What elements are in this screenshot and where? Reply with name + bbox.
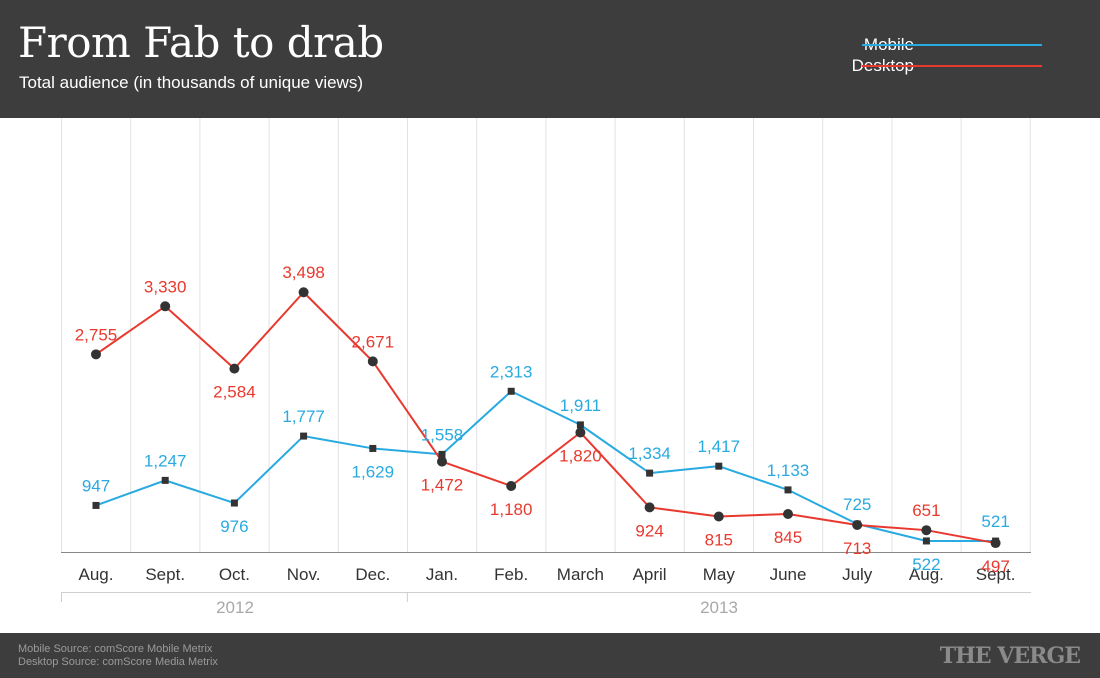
brand-logo: THE VERGE [939, 643, 1081, 669]
data-label-mobile: 1,629 [352, 462, 395, 481]
x-tick-label: June [770, 565, 807, 584]
x-tick-label: Feb. [494, 565, 528, 584]
x-tick-label: Jan. [426, 565, 458, 584]
chart-footer: Mobile Source: comScore Mobile Metrix De… [0, 633, 1100, 678]
x-tick-label: May [703, 565, 736, 584]
data-label-mobile: 1,247 [144, 451, 187, 470]
data-label-mobile: 2,313 [490, 362, 533, 381]
data-label-desktop: 845 [774, 528, 802, 547]
grid-layer [61, 118, 1031, 552]
data-point-mobile [161, 476, 169, 484]
legend-desktop: Desktop [0, 56, 1100, 76]
data-label-desktop: 2,755 [75, 325, 118, 344]
data-label-mobile: 1,133 [767, 461, 810, 480]
data-label-mobile: 976 [220, 517, 248, 536]
data-point-desktop [783, 508, 793, 519]
x-tick-label: April [633, 565, 667, 584]
data-label-mobile: 1,334 [628, 444, 671, 463]
legend-mobile: Mobile [0, 35, 1100, 55]
x-tick-label: July [842, 565, 873, 584]
x-tick-label: Nov. [287, 565, 321, 584]
data-point-mobile [784, 486, 792, 494]
x-tick-label: Oct. [219, 565, 250, 584]
x-tick-label: Dec. [355, 565, 390, 584]
axis-layer: Aug. Sept. Oct. Nov. Dec. Jan. Feb. March April M… [61, 552, 1031, 617]
data-label-desktop: 3,498 [282, 263, 325, 282]
data-point-mobile [300, 432, 308, 440]
label-layer: 947 1,247 976 1,777 1,629 1,558 2,313 1,911 1,33… [75, 263, 1010, 576]
data-label-mobile: 1,417 [698, 437, 741, 456]
data-point-desktop [437, 456, 447, 467]
data-label-mobile: 1,911 [560, 396, 601, 415]
data-point-desktop [990, 538, 1001, 549]
line-layer [95, 291, 996, 545]
x-tick-label: March [557, 565, 604, 584]
chart-title: From Fab to drab [18, 18, 384, 67]
data-label-mobile: 521 [981, 512, 1009, 531]
legend-desktop-line [862, 65, 1042, 67]
data-label-desktop: 497 [981, 557, 1009, 576]
data-point-desktop [852, 520, 863, 531]
data-label-mobile: 947 [82, 476, 110, 495]
data-label-mobile: 1,558 [421, 425, 464, 444]
data-point-desktop [367, 356, 378, 367]
source-desktop: Desktop Source: comScore Media Metrix [18, 656, 218, 668]
data-point-desktop [644, 502, 655, 513]
x-tick-label: Sept. [976, 565, 1016, 584]
data-label-desktop: 713 [843, 539, 871, 558]
data-point-desktop [713, 511, 724, 522]
data-point-mobile [369, 444, 377, 452]
data-point-mobile [576, 421, 584, 429]
data-point-desktop [298, 287, 309, 298]
data-point-desktop [91, 349, 101, 360]
chart-header: From Fab to drab Total audience (in thou… [0, 0, 1100, 118]
data-point-desktop [921, 525, 932, 536]
data-label-desktop: 924 [635, 521, 663, 540]
data-label-desktop: 1,472 [421, 476, 464, 495]
data-label-desktop: 1,820 [559, 446, 602, 465]
data-label-desktop: 815 [705, 530, 733, 549]
data-label-mobile: 522 [912, 555, 940, 574]
x-tick-label: Sept. [145, 565, 185, 584]
chart-subtitle: Total audience (in thousands of unique v… [19, 73, 363, 92]
x-tick-label: Aug. [909, 565, 944, 584]
data-point-desktop [575, 427, 586, 438]
data-point-mobile [230, 499, 238, 507]
x-tick-label: Aug. [79, 565, 114, 584]
data-point-desktop [506, 480, 517, 491]
year-label: 2012 [216, 598, 254, 617]
series-line-mobile [95, 390, 996, 543]
data-label-mobile: 725 [843, 495, 871, 514]
data-point-mobile [715, 462, 723, 470]
data-point-mobile [922, 537, 930, 545]
data-label-desktop: 3,330 [144, 277, 187, 296]
source-mobile: Mobile Source: comScore Mobile Metrix [18, 643, 213, 655]
line-chart: Aug. Sept. Oct. Nov. Dec. Jan. Feb. March April M… [61, 118, 1031, 617]
data-point-mobile [92, 501, 100, 509]
data-point-mobile [438, 450, 446, 458]
year-label: 2013 [700, 598, 738, 617]
data-point-mobile [646, 469, 654, 477]
data-point-mobile [507, 387, 515, 395]
data-point-desktop [229, 363, 240, 374]
data-label-desktop: 1,180 [490, 500, 533, 519]
series-line-desktop [95, 291, 996, 545]
data-label-mobile: 1,777 [282, 407, 325, 426]
data-label-desktop: 651 [912, 501, 940, 520]
data-label-desktop: 2,584 [213, 383, 256, 402]
legend-mobile-line [862, 44, 1042, 46]
data-label-desktop: 2,671 [352, 332, 395, 351]
marker-layer [91, 287, 1001, 549]
data-point-desktop [160, 301, 171, 312]
